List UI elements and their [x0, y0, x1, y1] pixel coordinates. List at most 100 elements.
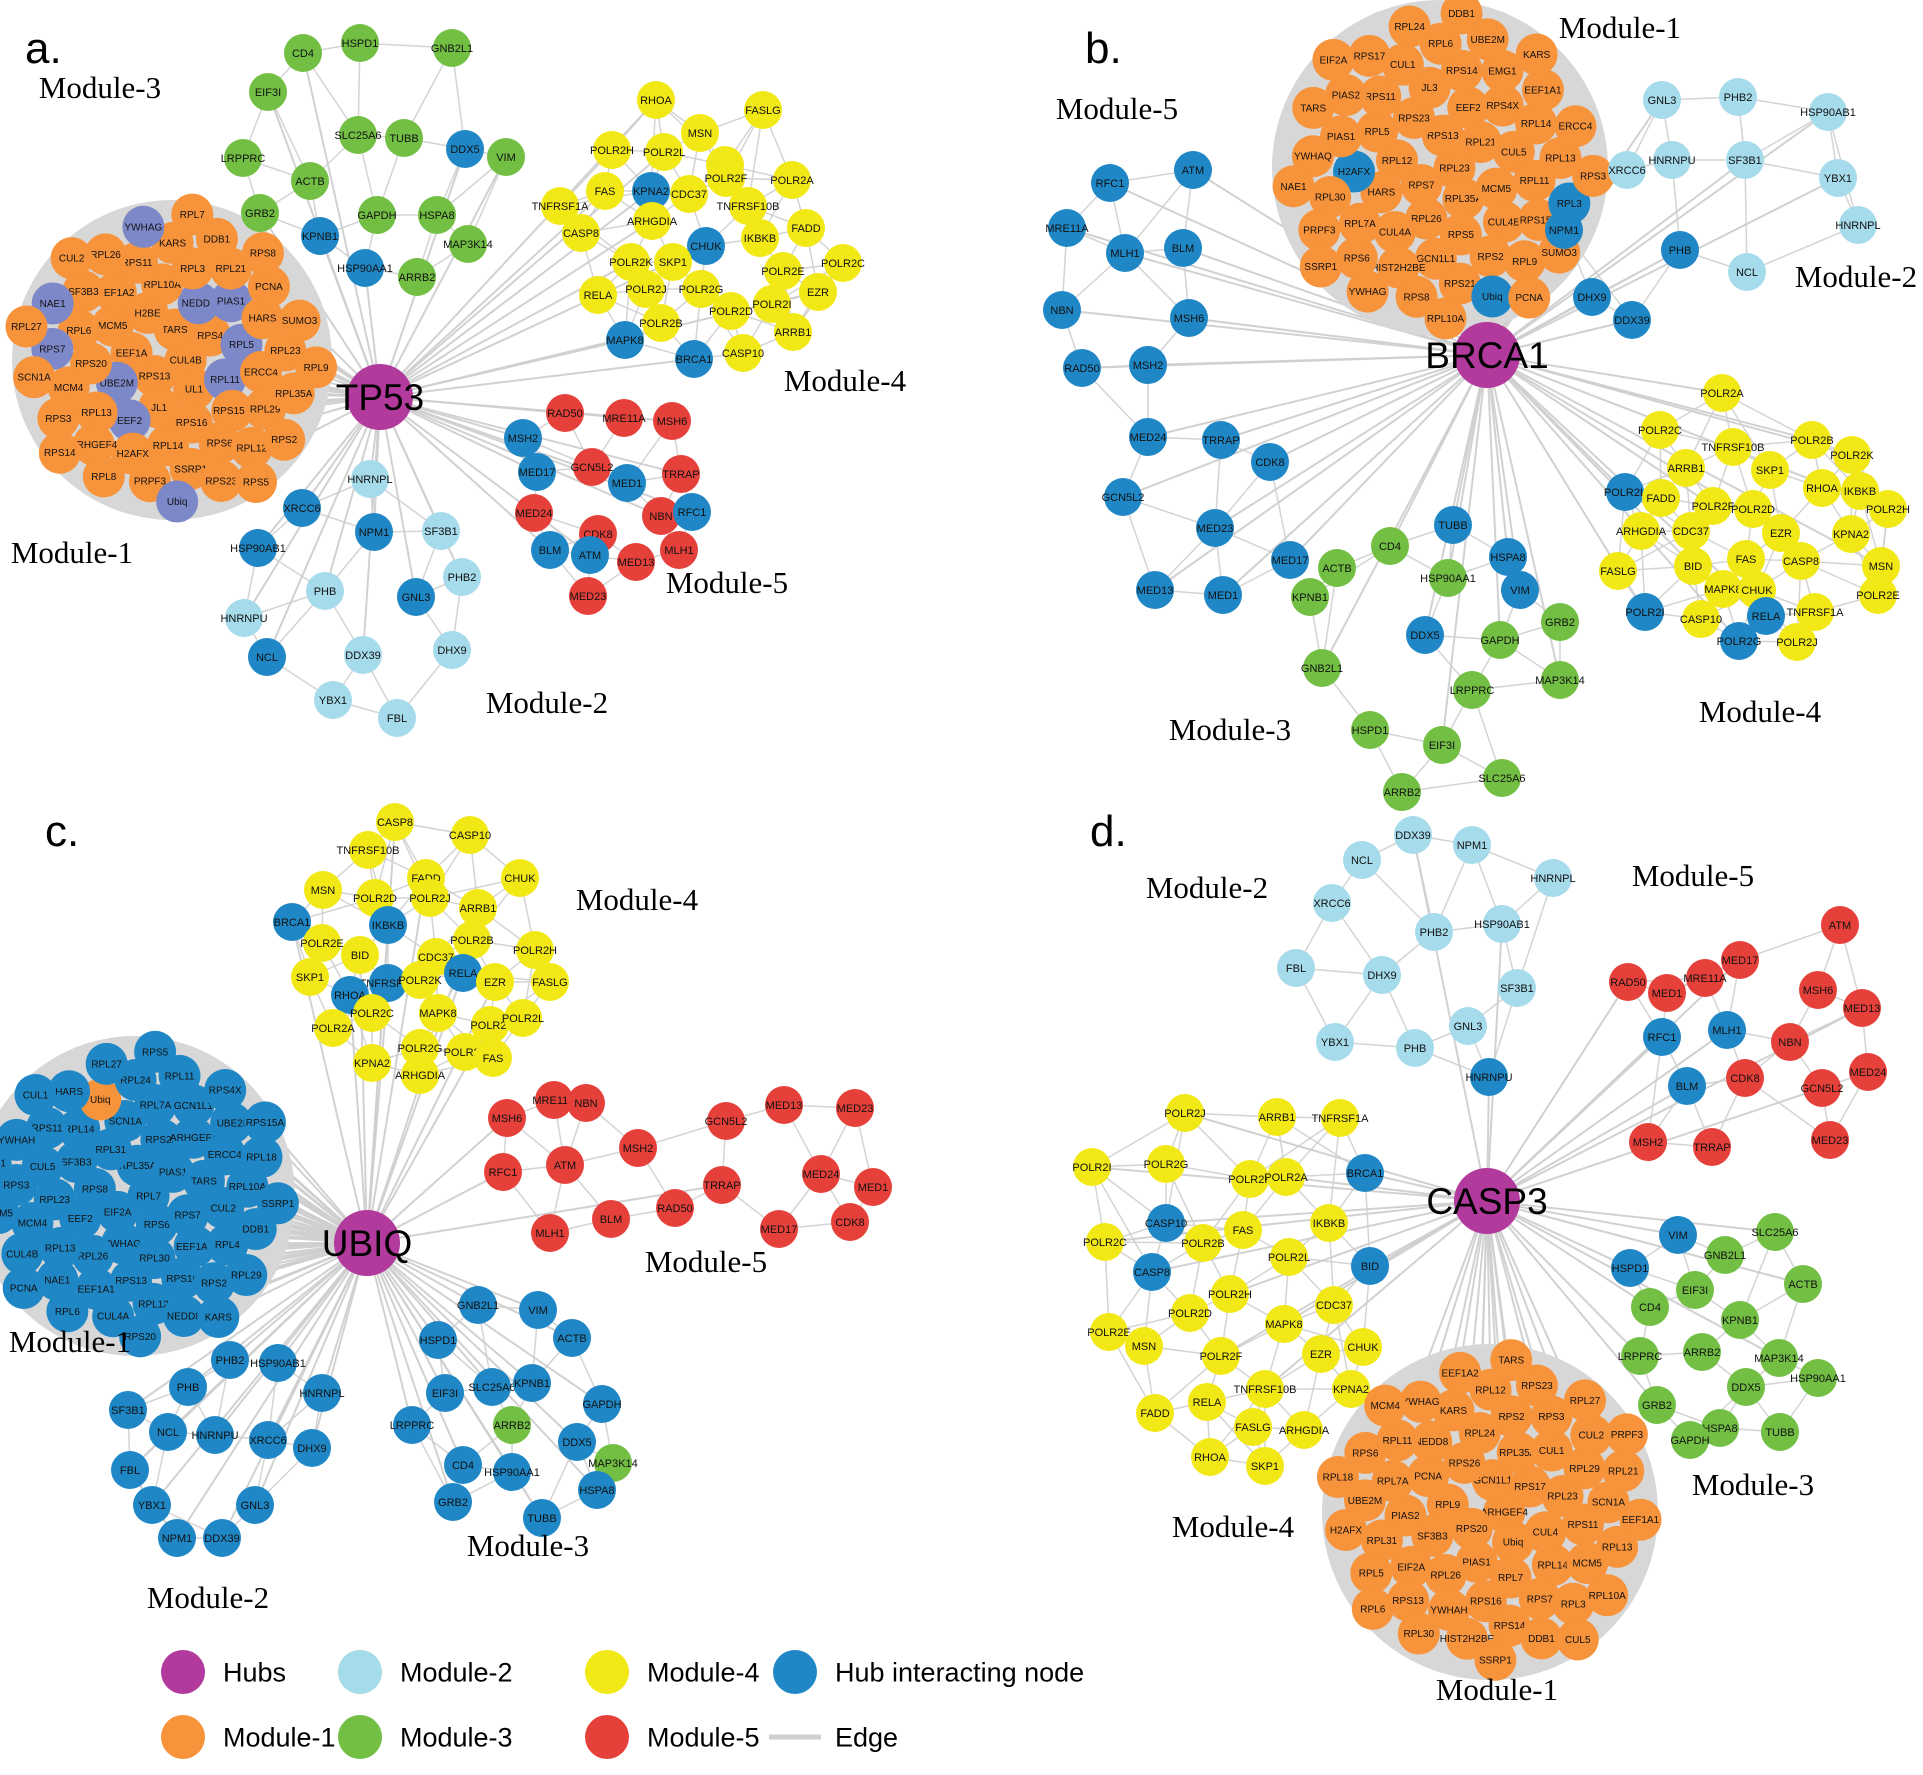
gene-node-label: RPS3 [1580, 171, 1607, 182]
gene-node-label: POLR2D [353, 893, 397, 905]
gene-node-label: NAE1 [1280, 182, 1307, 193]
gene-node: PIAS1 [210, 280, 253, 323]
gene-node-label: RPL7A [1344, 219, 1376, 230]
gene-node: CHUK [687, 227, 725, 265]
gene-node-label: HSPA8 [1702, 1423, 1737, 1435]
gene-node: POLR2A [1700, 374, 1744, 412]
gene-node-circle [419, 994, 457, 1032]
gene-node: CUL1 [14, 1074, 57, 1117]
gene-node: NEDD8 [177, 282, 220, 325]
legend-item-label: Hubs [223, 1657, 286, 1687]
gene-node-label: POLR2H [590, 145, 634, 157]
hub-edge-line [366, 1242, 464, 1466]
gene-node-circle [411, 879, 449, 917]
gene-node: MLH1 [1708, 1011, 1746, 1049]
gene-node: YWHAH [0, 1118, 38, 1161]
gene-node-label: POLR2G [1144, 1159, 1189, 1171]
gene-node: ARRB1 [1258, 1098, 1296, 1136]
gene-node-label: RPL29 [1569, 1464, 1600, 1475]
gene-node: MED13 [1136, 571, 1174, 609]
gene-node-label: RPL6 [66, 326, 91, 337]
gene-node-label: GCN1L1 [1473, 1476, 1512, 1487]
gene-node-label: GNB2L1 [1301, 663, 1343, 675]
gene-node-label: EZR [484, 977, 506, 989]
gene-node-circle [1246, 1447, 1284, 1485]
gene-node: RPL5 [1356, 110, 1399, 153]
gene-node: ATM [1821, 906, 1859, 944]
gene-node: RELA [1747, 597, 1785, 635]
gene-node: RPS8 [1395, 275, 1438, 318]
gene-node: RAD50 [656, 1189, 694, 1227]
gene-node-label: MLH1 [1712, 1025, 1741, 1037]
gene-node: MED1 [608, 464, 646, 502]
gene-node: CASP10 [449, 816, 491, 854]
gene-node: ERCC4 [203, 1133, 246, 1176]
gene-node-label: EIF3I [1429, 740, 1455, 752]
gene-node-label: ARRB1 [460, 903, 497, 915]
gene-node-label: POLR2E [1856, 590, 1899, 602]
gene-node-label: RPS11 [32, 1123, 63, 1134]
gene-node-label: YBX1 [138, 1500, 166, 1512]
gene-node-label: NAE1 [44, 1275, 71, 1286]
gene-node-label: TNFRSF1A [532, 201, 590, 213]
gene-node-circle [1481, 621, 1519, 659]
gene-node-label: RPS21 [1444, 279, 1476, 290]
gene-node: EEF2 [1447, 86, 1490, 129]
gene-node-circle [1796, 593, 1834, 631]
gene-node-label: TARS [1498, 1356, 1524, 1367]
gene-node-label: CASP10 [1680, 614, 1722, 626]
gene-node: RPL11 [204, 358, 247, 401]
gene-node: RPS15A [211, 389, 254, 432]
gene-node: GCN5L2 [1102, 478, 1144, 516]
gene-node-circle [355, 513, 393, 551]
gene-node-label: GAPDH [1670, 1435, 1709, 1447]
gene-node: CD4 [1371, 527, 1409, 565]
gene-node: CD4 [284, 34, 322, 72]
gene-node-circle [1303, 649, 1341, 687]
gene-node-label: EZR [1310, 1349, 1332, 1361]
gene-node-circle [249, 1421, 287, 1459]
gene-node: POLR2D [709, 292, 753, 330]
gene-node-label: CASP10 [722, 348, 764, 360]
gene-node-label: PCNA [255, 282, 283, 293]
gene-node-label: RPL21 [215, 264, 246, 275]
gene-node: POLR2E [1856, 576, 1900, 614]
gene-node-circle [210, 280, 253, 323]
gene-node-label: DDX39 [1614, 315, 1649, 327]
gene-node-circle [1481, 49, 1524, 92]
gene-node-label: GCN5L2 [705, 1116, 748, 1128]
gene-node-circle [314, 1009, 352, 1047]
gene-node: POLR2C [1638, 411, 1682, 449]
gene-node: EEF1A1 [1521, 68, 1564, 111]
gene-node: HNRNPL [1530, 859, 1576, 897]
gene-node-label: DDB1 [242, 1225, 269, 1236]
gene-node: DDB1 [1440, 0, 1483, 35]
gene-node: POLR2K [1830, 436, 1874, 474]
gene-node-circle [1405, 197, 1448, 240]
gene-node: TARS [1292, 86, 1335, 129]
gene-node-label: RPS14 [1494, 1621, 1526, 1632]
gene-node-label: RPL26 [90, 250, 121, 261]
gene-node: RPL11 [1376, 1419, 1419, 1462]
gene-node-circle [764, 252, 802, 290]
gene-node: FBL [1277, 949, 1315, 987]
gene-node-circle [1309, 175, 1352, 218]
gene-node-label: YWHAG [1349, 287, 1387, 298]
gene-node-circle [645, 133, 683, 171]
gene-node: RPL7 [171, 193, 214, 236]
gene-node-circle [1415, 913, 1453, 951]
gene-node: RPL9 [295, 346, 338, 389]
gene-node-circle [1395, 275, 1438, 318]
gene-node: GRB2 [241, 194, 279, 232]
hub-edge-line [1061, 309, 1488, 356]
gene-node-circle [1793, 421, 1831, 459]
gene-node: PRPF3 [1605, 1413, 1648, 1456]
gene-node: HSPD1 [419, 1321, 457, 1359]
gene-node-circle [1671, 1421, 1709, 1459]
gene-node-circle [1129, 346, 1167, 384]
gene-node: KPNA2 [1332, 1370, 1370, 1408]
gene-node: DDX39 [1394, 816, 1432, 854]
gene-node-label: HSP90AB1 [230, 543, 286, 555]
gene-node-label: TARS [1300, 103, 1326, 114]
gene-node-circle [1859, 576, 1897, 614]
